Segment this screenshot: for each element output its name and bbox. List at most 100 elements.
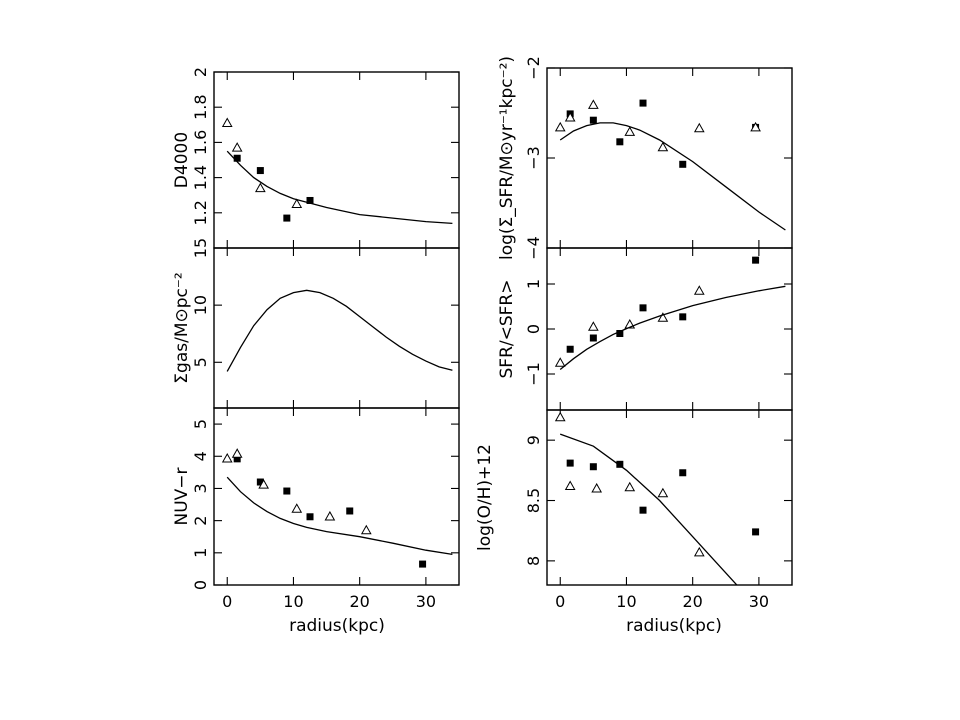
y-tick-label: 8	[524, 556, 543, 566]
panel-sigma-sfr: −4 −3 −2 log(Σ_SFR/M⊙yr⁻¹kpc⁻²)	[497, 56, 793, 260]
plot-frame	[546, 409, 793, 586]
data-point-square	[283, 214, 291, 222]
model-curve	[559, 122, 786, 231]
y-tick-label: 1.2	[191, 200, 210, 225]
x-axis-label-left: radius(kpc)	[289, 616, 385, 636]
data-point-triangle	[624, 481, 636, 492]
y-tick-label: 1.4	[191, 165, 210, 190]
data-point-square	[419, 560, 427, 568]
data-point-square	[639, 304, 647, 312]
panel-oh: 0 10 20 30 8 8.5 9 log(O/H)+12	[475, 409, 793, 611]
data-point-square	[616, 138, 624, 146]
data-point-triangle	[324, 510, 336, 521]
model-curve	[226, 150, 453, 225]
data-point-triangle	[221, 117, 233, 128]
data-point-square	[256, 478, 264, 486]
x-tick-label: 0	[555, 592, 565, 611]
y-axis-label: SFR/<SFR>	[497, 280, 517, 379]
data-point-square	[639, 99, 647, 107]
x-tick-label: 10	[616, 592, 636, 611]
x-tick-label: 10	[283, 592, 303, 611]
data-point-triangle	[291, 503, 303, 513]
y-tick-label: −2	[524, 56, 543, 80]
data-point-triangle	[693, 546, 705, 557]
data-point-triangle	[657, 312, 669, 322]
y-tick-label: 10	[191, 295, 210, 315]
data-point-square	[752, 528, 760, 536]
y-tick-label: −3	[524, 146, 543, 170]
y-tick-label: −4	[524, 236, 543, 260]
y-tick-label: 5	[191, 357, 210, 367]
data-point-square	[306, 196, 314, 204]
x-tick-label: 30	[416, 592, 436, 611]
data-point-triangle	[254, 182, 266, 193]
data-point-triangle	[693, 285, 705, 295]
y-tick-label: 3	[191, 483, 210, 493]
y-axis-label: D4000	[172, 132, 192, 188]
data-point-triangle	[587, 99, 599, 109]
y-axis-label: Σgas/M⊙pc⁻²	[172, 272, 192, 383]
data-point-square	[589, 463, 597, 471]
plot-frame	[546, 67, 793, 249]
plot-frame	[213, 247, 460, 409]
data-point-triangle	[291, 198, 303, 208]
y-axis-label: log(Σ_SFR/M⊙yr⁻¹kpc⁻²)	[497, 56, 517, 260]
y-tick-label: 1	[524, 279, 543, 289]
data-point-triangle	[231, 142, 243, 152]
y-axis-label: NUV−r	[172, 467, 192, 525]
panel-nuv-r: 0 10 20 30 0 1 2 3 4 5 NUV−r	[172, 407, 460, 611]
data-point-triangle	[258, 479, 270, 489]
plot-frame	[546, 247, 793, 411]
data-point-square	[306, 513, 314, 521]
y-tick-label: 0	[191, 580, 210, 590]
data-point-triangle	[554, 357, 566, 367]
data-point-square	[233, 154, 241, 162]
x-tick-label: 30	[749, 592, 769, 611]
data-point-square	[233, 455, 241, 463]
panel-d4000: 1.2 1.4 1.6 1.8 2 D4000	[172, 67, 460, 249]
data-point-triangle	[587, 321, 599, 331]
plot-frame	[213, 407, 460, 586]
data-point-triangle	[564, 111, 576, 122]
y-tick-label: 4	[191, 451, 210, 461]
data-point-square	[616, 460, 624, 468]
y-tick-label: 8.5	[524, 488, 543, 513]
y-tick-label: 1.6	[191, 130, 210, 155]
model-curve	[559, 433, 738, 585]
data-point-triangle	[591, 482, 603, 493]
y-tick-label: 9	[524, 435, 543, 445]
model-curve	[226, 476, 453, 556]
data-point-triangle	[564, 480, 576, 491]
y-tick-label: 2	[191, 67, 210, 77]
y-tick-label: 2	[191, 516, 210, 526]
data-point-square	[566, 345, 574, 353]
data-point-triangle	[624, 126, 636, 136]
data-point-square	[679, 160, 687, 168]
data-point-square	[589, 116, 597, 124]
x-tick-label: 20	[682, 592, 702, 611]
y-axis-label: log(O/H)+12	[475, 444, 495, 551]
data-point-square	[346, 507, 354, 515]
y-tick-label: 1	[191, 548, 210, 558]
data-point-square	[589, 334, 597, 342]
panel-sfr-ratio: −1 0 1 SFR/<SFR>	[497, 247, 793, 411]
data-point-triangle	[657, 141, 669, 152]
y-tick-label: 1.8	[191, 94, 210, 119]
y-tick-label: 15	[191, 238, 210, 258]
data-point-square	[639, 506, 647, 514]
data-point-triangle	[750, 121, 761, 132]
data-point-triangle	[360, 524, 372, 535]
model-curve	[226, 289, 453, 372]
panel-sigma-gas: 5 10 15 Σgas/M⊙pc⁻²	[172, 238, 460, 409]
x-axis-label-right: radius(kpc)	[626, 616, 722, 636]
data-point-triangle	[554, 121, 566, 132]
data-point-square	[679, 469, 687, 477]
data-point-square	[679, 313, 687, 321]
data-point-triangle	[221, 453, 233, 463]
data-point-square	[283, 487, 291, 495]
data-point-square	[752, 256, 760, 264]
y-tick-label: −1	[524, 362, 543, 386]
y-tick-label: 0	[524, 324, 543, 334]
data-point-triangle	[554, 411, 566, 422]
